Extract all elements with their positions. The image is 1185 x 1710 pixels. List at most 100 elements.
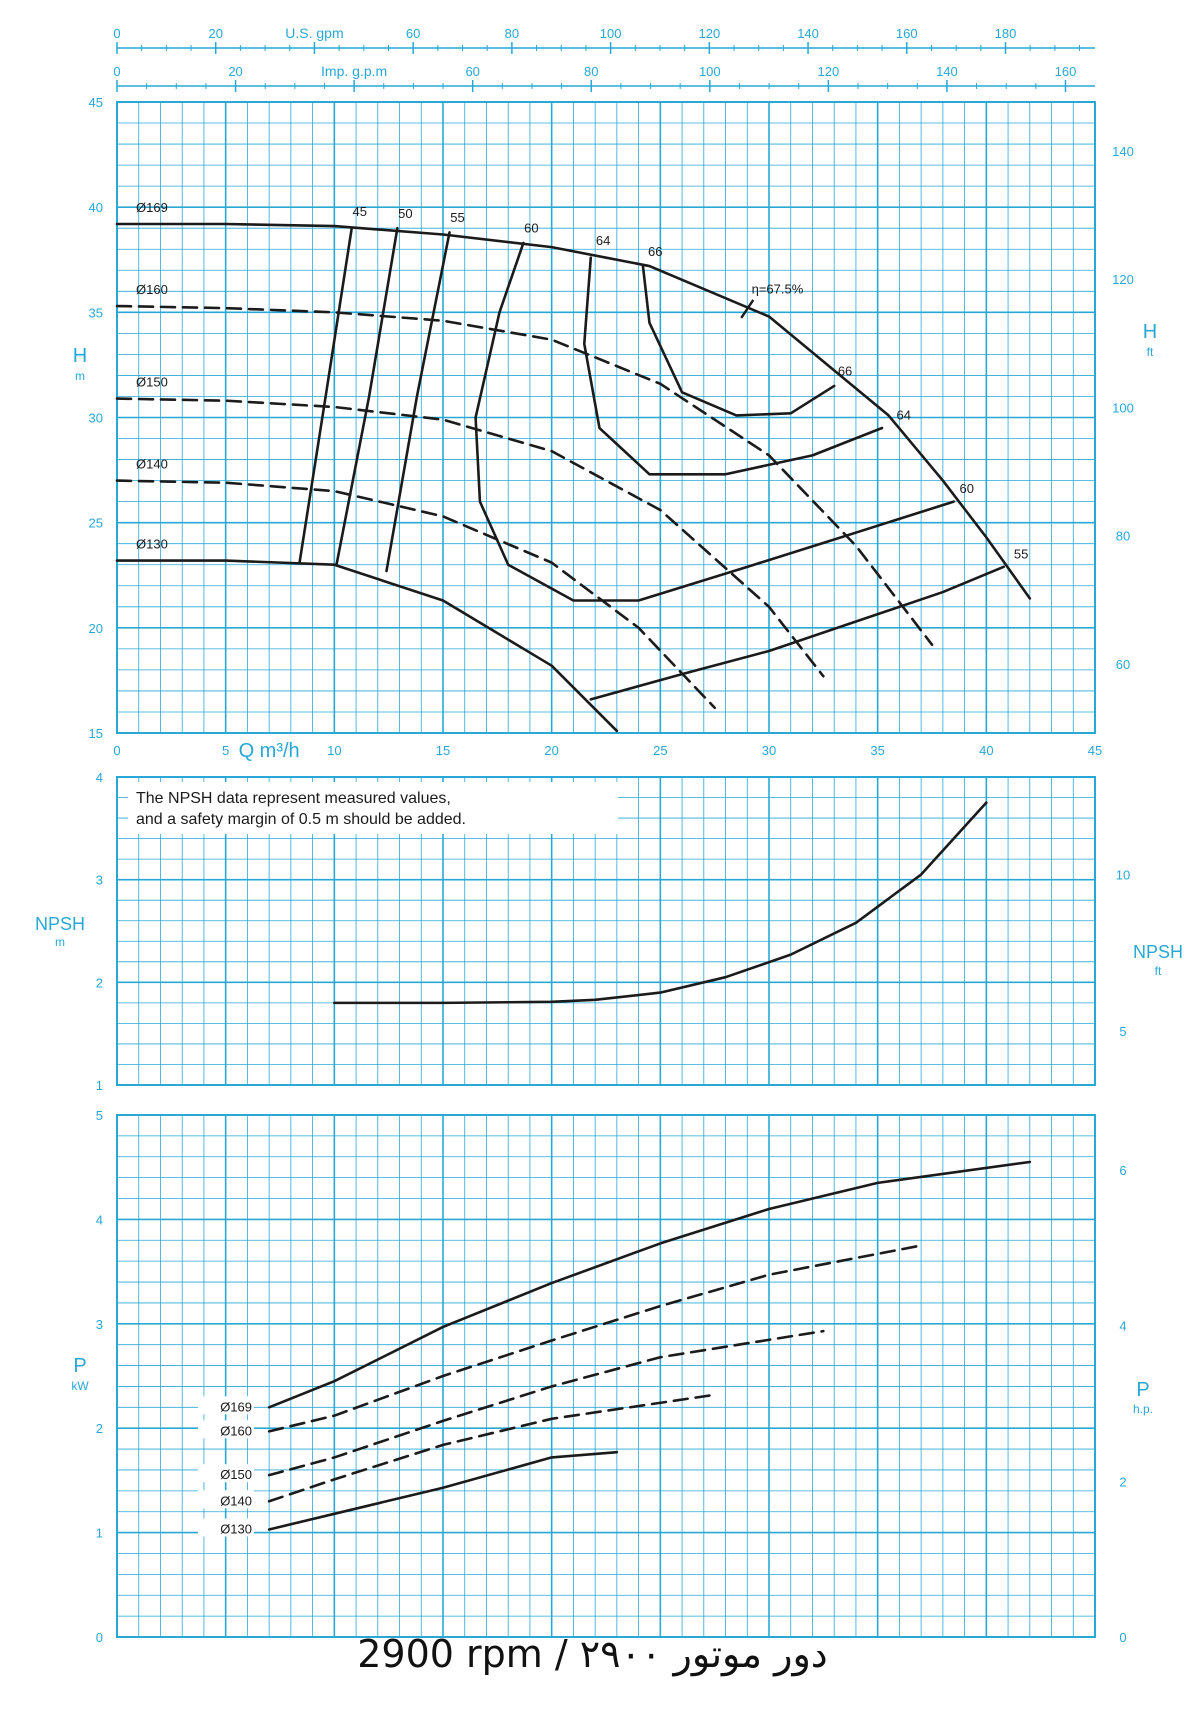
hq-curve-d150 [115,397,825,678]
y-tick-label: 3 [96,873,103,888]
x-tick-label: 15 [436,743,450,758]
x-tick-label: 0 [113,743,120,758]
secondary-tick-label: 0 [113,64,120,79]
secondary-tick-label: 0 [113,26,120,41]
y-axis-label: NPSH [35,914,85,934]
power-label-d169: Ø169 [220,1399,252,1414]
y-axis-unit: m [55,935,65,949]
efficiency-label: 60 [960,481,974,496]
iso-efficiency-50 [335,226,399,567]
efficiency-label: 55 [1014,546,1028,561]
secondary-axis-title: U.S. gpm [285,25,343,41]
y-right-tick-label: 140 [1112,144,1134,159]
efficiency-label: 45 [352,204,366,219]
efficiency-label: 64 [596,233,610,248]
power-label-d160: Ø160 [220,1423,252,1438]
iso-efficiency-66 [641,264,836,417]
secondary-tick-label: 120 [698,26,720,41]
secondary-tick-label: 60 [465,64,479,79]
panel-border [116,776,1096,1086]
grid-panel-3 [116,1114,1096,1638]
y-right-tick-label: 80 [1116,529,1130,544]
power-label-bg [198,1396,254,1415]
y-right-tick-label: 2 [1119,1474,1126,1489]
panel-border [116,101,1096,734]
y-tick-label: 4 [96,1212,103,1227]
y-tick-label: 15 [89,726,103,741]
y-tick-label: 5 [96,1108,103,1123]
secondary-tick-label: 100 [699,64,721,79]
secondary-tick-label: 100 [600,26,622,41]
power-curve-d140 [267,1393,716,1503]
y-tick-label: 1 [96,1526,103,1541]
y-tick-label: 2 [96,975,103,990]
y-right-axis-label: P [1136,1379,1149,1401]
y-right-axis-label: NPSH [1133,942,1183,962]
efficiency-label: 55 [450,210,464,225]
y-right-tick-label: 0 [1119,1630,1126,1645]
y-tick-label: 30 [89,411,103,426]
y-tick-label: 1 [96,1078,103,1093]
secondary-tick-label: 80 [505,26,519,41]
y-axis-unit: m [75,369,85,383]
y-right-tick-label: 60 [1116,657,1130,672]
y-tick-label: 3 [96,1317,103,1332]
iso-efficiency-55 [385,231,451,573]
npsh-note-box [128,782,618,834]
power-label-bg [198,1420,254,1439]
y-right-axis-label: H [1143,321,1157,343]
x-tick-label: 40 [979,743,993,758]
secondary-tick-label: 160 [1055,64,1077,79]
power-curve-d150 [267,1329,825,1477]
y-tick-label: 20 [89,621,103,636]
y-right-tick-label: 5 [1119,1024,1126,1039]
iso-efficiency-64 [582,256,884,476]
efficiency-label: 50 [398,206,412,221]
secondary-tick-label: 120 [818,64,840,79]
curve-label-d160: Ø160 [136,282,168,297]
secondary-axis-title: Imp. g.p.m [321,63,387,79]
x-tick-label: 5 [222,743,229,758]
hq-curve-d169 [115,222,1032,600]
y-axis-label: H [73,345,87,367]
secondary-x-axes: 0 20 60 80 100 120 140 160 180 U.S. gpm 0 20 60 80 100… [113,25,1095,92]
y-axis-unit: kW [71,1379,89,1393]
y-right-tick-label: 10 [1116,868,1130,883]
curve-label-d130: Ø130 [136,537,168,552]
footer-rpm-label: 2900 rpm / ۲۹۰۰ دور موتور [357,1632,828,1676]
y-right-axis-unit: ft [1155,964,1162,978]
y-tick-label: 45 [89,95,103,110]
y-tick-label: 0 [96,1630,103,1645]
x-axis-label: Q m³/h [239,740,300,762]
curve-label-d140: Ø140 [136,457,168,472]
y-right-tick-label: 4 [1119,1319,1126,1334]
x-tick-label: 25 [653,743,667,758]
y-tick-label: 4 [96,770,103,785]
grid-panel-1 [116,101,1096,734]
y-right-tick-label: 100 [1112,400,1134,415]
y-right-tick-label: 6 [1119,1163,1126,1178]
efficiency-label: 60 [524,221,538,236]
iso-efficiency-60 [474,241,956,602]
secondary-tick-label: 180 [995,26,1017,41]
secondary-tick-label: 20 [208,26,222,41]
efficiency-label: 66 [648,244,662,259]
power-label-d140: Ø140 [220,1493,252,1508]
iso-efficiency-45 [298,226,354,564]
y-axis-label: P [73,1355,86,1377]
power-label-bg [198,1464,254,1483]
y-right-axis-unit: h.p. [1133,1402,1153,1416]
hq-curve-d160 [115,304,934,646]
x-tick-label: 45 [1088,743,1102,758]
power-curve-d160 [267,1244,923,1433]
x-tick-label: 30 [762,743,776,758]
npsh-curve [333,801,988,1005]
power-label-bg [198,1518,254,1537]
peak-efficiency-mark [740,299,755,319]
y-right-tick-label: 120 [1112,272,1134,287]
y-tick-label: 2 [96,1421,103,1436]
power-curve-d169 [267,1160,1032,1409]
efficiency-label: 66 [838,363,852,378]
secondary-tick-label: 20 [228,64,242,79]
power-label-d130: Ø130 [220,1521,252,1536]
